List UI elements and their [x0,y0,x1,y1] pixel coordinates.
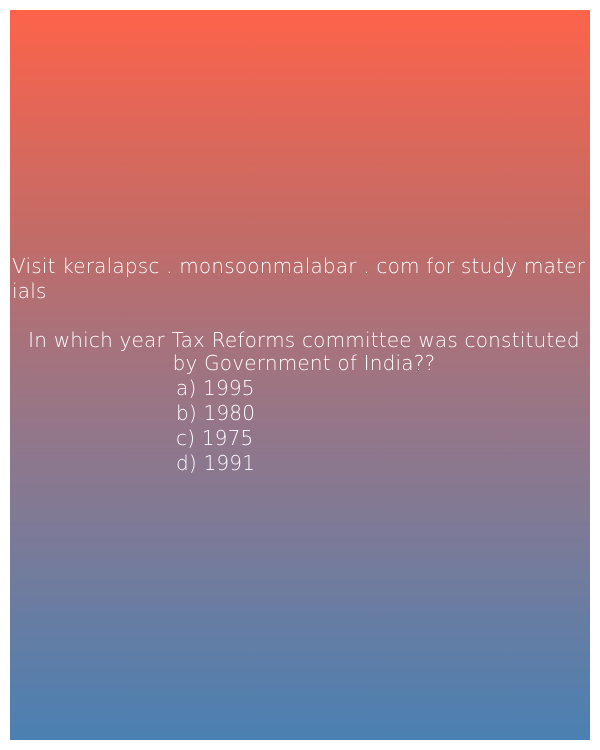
study-materials-note: Visit keralapsc . monsoonmalabar . com f… [12,254,586,303]
question-card: Visit keralapsc . monsoonmalabar . com f… [10,10,590,740]
answer-options: a) 1995 b) 1980 c) 1975 d) 1991 [176,376,255,476]
option-a: a) 1995 [176,376,255,400]
option-c: c) 1975 [176,426,254,450]
question-text: In which year Tax Reforms committee was … [28,328,580,375]
option-b: b) 1980 [176,401,256,425]
option-d: d) 1991 [176,451,256,475]
